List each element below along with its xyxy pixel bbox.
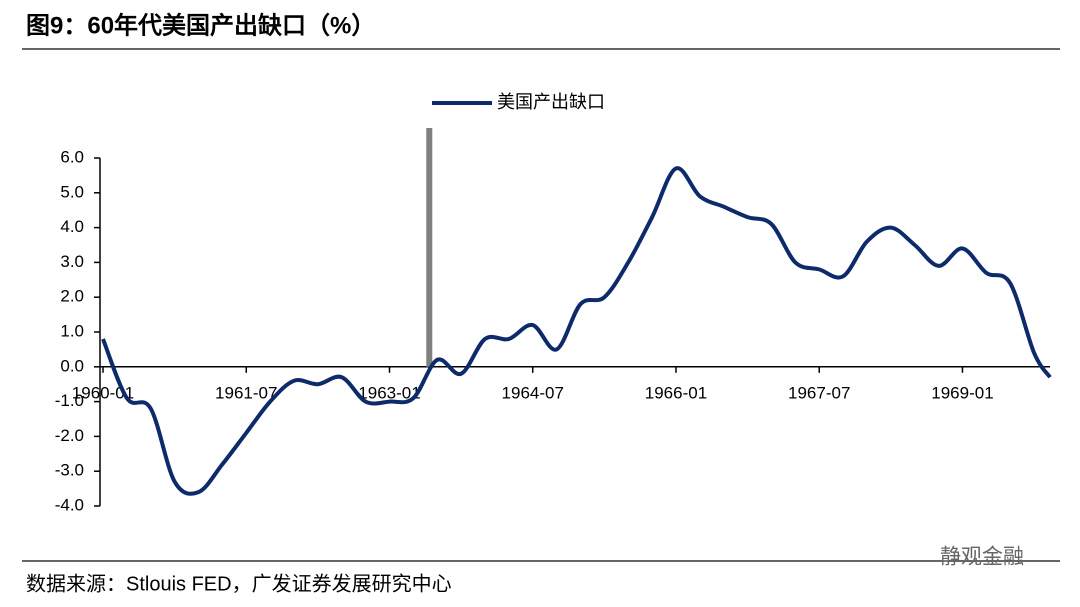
marker-bar — [426, 128, 433, 367]
y-tick-label: 5.0 — [60, 182, 84, 201]
y-tick-label: -4.0 — [55, 495, 84, 514]
y-tick-label: 4.0 — [60, 217, 84, 236]
series-line — [101, 166, 1052, 496]
y-tick-label: -3.0 — [55, 461, 84, 480]
legend-label: 美国产出缺口 — [497, 92, 605, 112]
source: 数据来源：Stlouis FED，广发证券发展研究中心 — [26, 572, 452, 595]
x-tick-label: 1969-01 — [931, 383, 993, 402]
x-tick-label: 1966-01 — [645, 383, 707, 402]
watermark: 静观金融 — [940, 546, 1024, 569]
y-tick-label: -1.0 — [55, 391, 84, 410]
x-tick-label: 1964-07 — [502, 383, 564, 402]
x-tick-label: 1961-07 — [215, 383, 277, 402]
y-tick-label: 3.0 — [60, 252, 84, 271]
y-tick-label: 2.0 — [60, 287, 84, 306]
y-tick-label: 1.0 — [60, 321, 84, 340]
chart-title: 图9：60年代美国产出缺口（%） — [26, 11, 375, 39]
x-tick-label: 1963-01 — [358, 383, 420, 402]
x-tick-label: 1960-01 — [72, 383, 134, 402]
y-tick-label: -2.0 — [55, 426, 84, 445]
y-tick-label: 6.0 — [60, 147, 84, 166]
x-tick-label: 1967-07 — [788, 383, 850, 402]
y-tick-label: 0.0 — [60, 356, 84, 375]
